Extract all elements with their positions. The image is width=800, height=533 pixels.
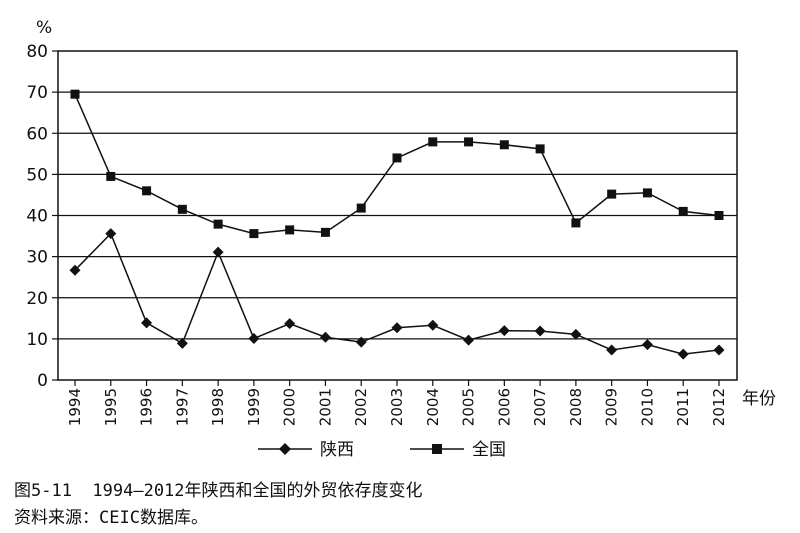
point-1-2009 (607, 189, 617, 199)
point-1-1997 (177, 204, 187, 214)
x-tick-label-1998: 1998 (209, 388, 227, 426)
series-0 (69, 228, 725, 360)
point-0-2009 (606, 344, 618, 356)
x-tick-label-1999: 1999 (245, 388, 263, 426)
point-0-2007 (534, 325, 546, 337)
y-tick-label-0: 0 (37, 371, 48, 391)
y-axis-unit: % (36, 18, 52, 38)
legend: 陕西 全国 (258, 440, 506, 460)
legend-item-national: 全国 (410, 440, 506, 460)
x-tick-label-2010: 2010 (638, 388, 656, 426)
point-1-2000 (285, 225, 295, 235)
y-axis-ticks: 0 10 20 30 40 50 60 70 80 (26, 42, 58, 391)
y-tick-label-60: 60 (26, 124, 48, 144)
series-line-1 (74, 93, 720, 235)
legend-diamond-marker-icon (279, 443, 291, 455)
x-tick-label-2002: 2002 (352, 388, 370, 426)
point-1-1995 (106, 171, 116, 181)
point-0-2002 (355, 336, 367, 348)
point-0-2000 (284, 318, 296, 330)
legend-label-shaanxi: 陕西 (320, 440, 354, 460)
y-tick-label-50: 50 (26, 165, 48, 185)
point-0-1995 (105, 228, 117, 240)
point-0-1998 (212, 246, 224, 258)
y-tick-label-40: 40 (26, 207, 48, 227)
point-1-2008 (571, 218, 581, 228)
x-tick-label-2000: 2000 (281, 388, 299, 426)
point-0-2001 (319, 331, 331, 343)
point-1-1994 (70, 89, 80, 99)
x-tick-label-2012: 2012 (710, 388, 728, 426)
point-0-2008 (570, 328, 582, 340)
x-tick-label-2001: 2001 (316, 388, 334, 426)
series-layer (69, 89, 725, 360)
series-1 (70, 89, 724, 239)
point-0-2003 (391, 322, 403, 334)
y-tick-label-30: 30 (26, 248, 48, 268)
point-1-2002 (356, 203, 366, 213)
point-0-2010 (641, 339, 653, 351)
x-tick-label-1994: 1994 (66, 388, 84, 426)
point-1-2003 (392, 153, 402, 163)
point-1-1996 (142, 186, 152, 196)
point-1-2011 (678, 206, 688, 216)
point-1-2005 (464, 137, 474, 147)
x-tick-label-2005: 2005 (460, 388, 478, 426)
x-axis-ticks: 1994 1995 1996 1997 1998 1999 2000 2001 2002 2003… (66, 380, 728, 426)
x-tick-label-1997: 1997 (173, 388, 191, 426)
point-1-1998 (213, 219, 223, 229)
point-0-2012 (713, 344, 725, 356)
legend-label-national: 全国 (472, 440, 506, 460)
legend-square-marker-icon (432, 444, 442, 454)
point-1-2010 (642, 188, 652, 198)
legend-item-shaanxi: 陕西 (258, 440, 354, 460)
y-tick-label-10: 10 (26, 330, 48, 350)
point-0-2006 (498, 325, 510, 337)
y-tick-label-20: 20 (26, 289, 48, 309)
y-tick-label-70: 70 (26, 83, 48, 103)
x-tick-label-1996: 1996 (138, 388, 156, 426)
x-axis-label: 年份 (742, 389, 776, 409)
point-0-1996 (141, 317, 153, 329)
figure-caption: 图5-11 1994—2012年陕西和全国的外贸依存度变化 (14, 481, 423, 501)
x-tick-label-2011: 2011 (674, 388, 692, 426)
point-0-1999 (248, 332, 260, 344)
point-1-2004 (428, 137, 438, 147)
point-0-2005 (463, 334, 475, 346)
series-line-0 (74, 232, 720, 355)
x-tick-label-2006: 2006 (495, 388, 513, 426)
point-0-2004 (427, 319, 439, 331)
point-1-1999 (249, 229, 259, 239)
point-1-2006 (499, 140, 509, 150)
x-tick-label-2009: 2009 (603, 388, 621, 426)
x-tick-label-2004: 2004 (424, 388, 442, 426)
point-1-2007 (535, 144, 545, 154)
point-0-2011 (677, 348, 689, 360)
point-0-1997 (176, 337, 188, 349)
x-tick-label-2007: 2007 (531, 388, 549, 426)
point-1-2001 (320, 227, 330, 237)
grid-lines (58, 91, 737, 340)
y-tick-label-80: 80 (26, 42, 48, 62)
figure-source: 资料来源：CEIC数据库。 (14, 508, 208, 528)
point-1-2012 (714, 211, 724, 220)
x-tick-label-2003: 2003 (388, 388, 406, 426)
x-tick-label-2008: 2008 (567, 388, 585, 426)
point-0-1994 (69, 264, 81, 276)
x-tick-label-1995: 1995 (102, 388, 120, 426)
